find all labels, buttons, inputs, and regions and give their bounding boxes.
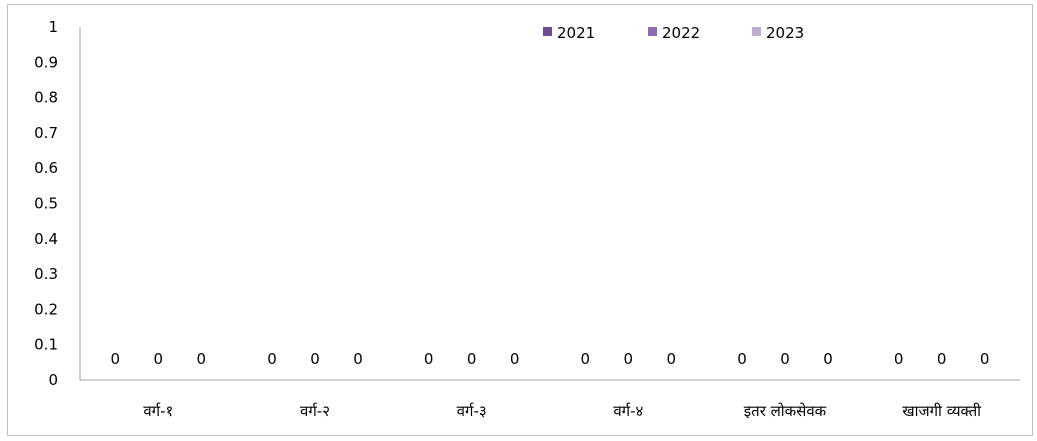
x-category-label: वर्ग-४ — [613, 402, 643, 420]
data-label: 0 — [667, 350, 677, 368]
y-tick-label: 0.1 — [34, 336, 58, 354]
legend-swatch — [752, 27, 761, 36]
data-label: 0 — [510, 350, 520, 368]
chart-frame — [7, 4, 1033, 436]
data-label: 0 — [467, 350, 477, 368]
y-tick-label: 0.2 — [34, 300, 58, 318]
data-label: 0 — [937, 350, 947, 368]
x-category-label: वर्ग-३ — [457, 402, 487, 420]
y-tick-label: 0.3 — [34, 265, 58, 283]
x-category-label: वर्ग-२ — [300, 402, 330, 420]
y-tick-label: 0.5 — [34, 195, 58, 213]
legend-swatch — [648, 27, 657, 36]
x-category-label: वर्ग-१ — [143, 402, 173, 420]
y-tick-label: 1 — [48, 18, 58, 36]
data-label: 0 — [780, 350, 790, 368]
y-tick-label: 0.6 — [34, 159, 58, 177]
legend-swatch — [543, 27, 552, 36]
y-tick-label: 0.7 — [34, 124, 58, 142]
data-label: 0 — [111, 350, 121, 368]
y-axis-ticks: 0 0.1 0.2 0.3 0.4 0.5 0.6 0.7 0.8 0.9 1 — [34, 18, 58, 389]
x-category-label: इतर लोकसेवक — [744, 402, 827, 420]
legend-label: 2021 — [557, 24, 595, 42]
legend-label: 2022 — [662, 24, 700, 42]
legend: 2021 2022 2023 — [543, 24, 804, 42]
data-label: 0 — [310, 350, 320, 368]
data-label: 0 — [823, 350, 833, 368]
data-label: 0 — [980, 350, 990, 368]
data-label: 0 — [267, 350, 277, 368]
legend-label: 2023 — [766, 24, 804, 42]
data-label: 0 — [424, 350, 434, 368]
x-category-label: खाजगी व्यक्ती — [902, 402, 982, 420]
x-axis-categories: वर्ग-१ वर्ग-२ वर्ग-३ वर्ग-४ इतर लोकसेवक खाजगी… — [143, 402, 982, 420]
data-label: 0 — [737, 350, 747, 368]
y-tick-label: 0.4 — [34, 230, 58, 248]
data-label: 0 — [894, 350, 904, 368]
data-label: 0 — [154, 350, 164, 368]
data-label: 0 — [581, 350, 591, 368]
y-tick-label: 0 — [48, 371, 58, 389]
y-tick-label: 0.9 — [34, 53, 58, 71]
data-label: 0 — [624, 350, 634, 368]
data-labels: 0 0 0 0 0 0 0 0 0 0 0 0 0 0 0 0 0 0 — [111, 350, 990, 368]
data-label: 0 — [197, 350, 207, 368]
y-tick-label: 0.8 — [34, 89, 58, 107]
data-label: 0 — [353, 350, 363, 368]
